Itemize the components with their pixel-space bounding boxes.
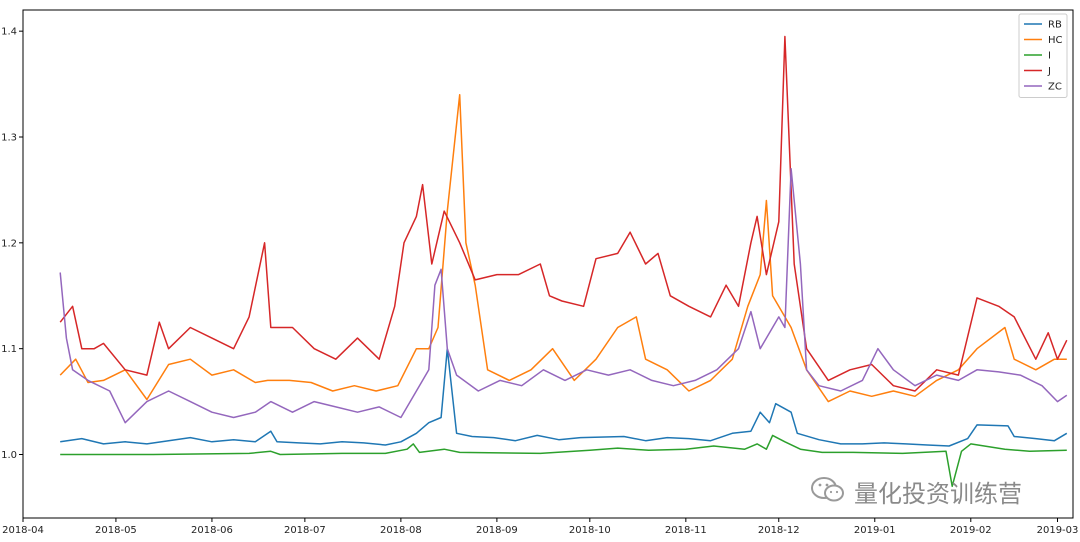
- y-tick-label: 1.3: [1, 133, 17, 144]
- y-tick-label: 1.4: [1, 27, 17, 38]
- series-line-i: [60, 434, 1067, 488]
- y-tick-label: 1.2: [1, 238, 17, 249]
- watermark-text: 量化投资训练营: [854, 480, 1022, 508]
- legend-label: ZC: [1048, 82, 1062, 93]
- plot-frame: [22, 9, 1074, 519]
- series-line-zc: [59, 167, 1068, 424]
- legend-label: RB: [1048, 20, 1062, 31]
- x-tick-label: 2018-11: [665, 525, 707, 536]
- x-tick-label: 2019-03: [1037, 525, 1079, 536]
- series-line-hc: [59, 93, 1067, 403]
- legend-label: HC: [1048, 35, 1063, 46]
- series-lines: [59, 35, 1068, 488]
- series-line-rb: [60, 347, 1068, 447]
- x-tick-label: 2018-04: [2, 525, 44, 536]
- series-line-j: [59, 35, 1068, 392]
- y-tick-label: 1.0: [1, 450, 17, 461]
- x-tick-label: 2018-12: [758, 525, 800, 536]
- legend-label: J: [1047, 66, 1051, 77]
- x-tick-label: 2018-06: [191, 525, 233, 536]
- x-tick-label: 2018-10: [569, 525, 611, 536]
- y-axis: 1.0 1.1 1.2 1.3 1.4: [1, 27, 23, 461]
- wechat-icon: [810, 475, 846, 509]
- watermark: 量化投资训练营: [810, 474, 1022, 509]
- y-tick-label: 1.1: [1, 344, 17, 355]
- legend: RB HC IJ ZC: [1018, 13, 1068, 98]
- x-tick-label: 2019-01: [854, 525, 896, 536]
- x-axis: 2018-04 2018-05 2018-06 2018-07 2018-08 2018-…: [2, 518, 1078, 536]
- x-tick-label: 2018-08: [380, 525, 422, 536]
- x-tick-label: 2019-02: [950, 525, 992, 536]
- x-tick-label: 2018-07: [284, 525, 326, 536]
- x-tick-label: 2018-05: [95, 525, 137, 536]
- legend-label: I: [1048, 51, 1051, 62]
- legend-box: [1018, 13, 1068, 98]
- x-tick-label: 2018-09: [476, 525, 518, 536]
